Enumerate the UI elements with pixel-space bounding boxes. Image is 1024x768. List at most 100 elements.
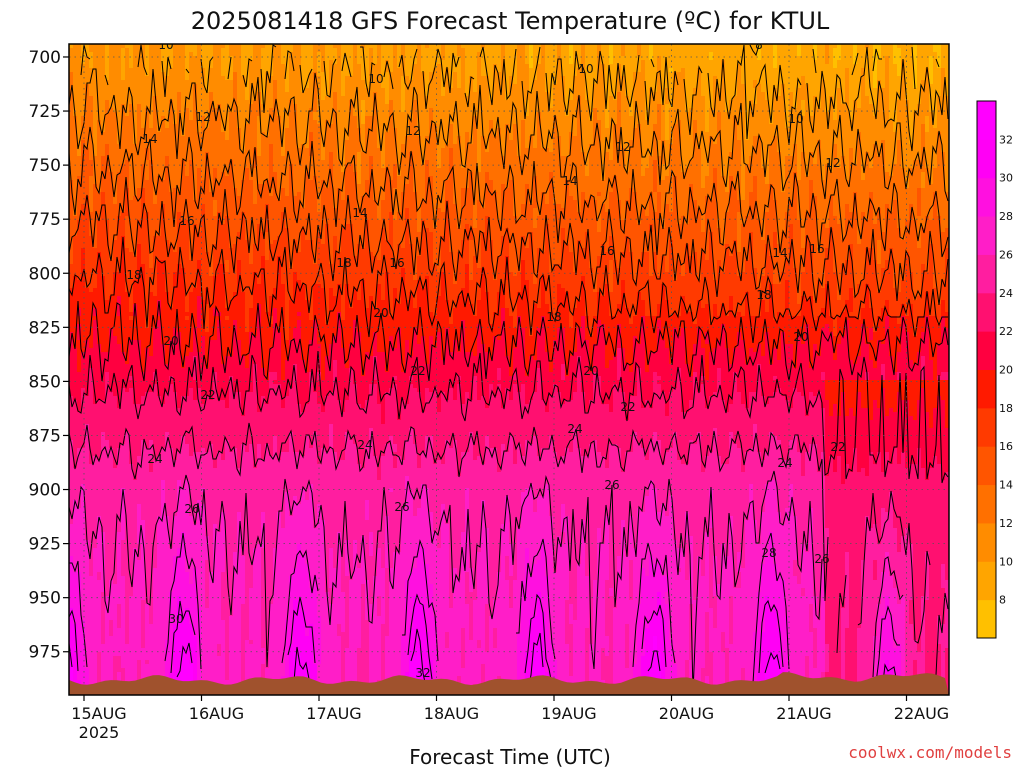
heatmap-cell (137, 128, 142, 133)
heatmap-cell (557, 112, 562, 117)
heatmap-cell (245, 44, 250, 49)
heatmap-cell (929, 116, 934, 121)
heatmap-cell (261, 124, 266, 129)
heatmap-cell (233, 44, 238, 49)
heatmap-cell (625, 104, 630, 109)
heatmap-cell (441, 60, 446, 65)
heatmap-cell (165, 108, 170, 113)
heatmap-cell (417, 68, 422, 73)
heatmap-cell (829, 56, 834, 61)
heatmap-cell (361, 104, 366, 109)
heatmap-cell (605, 72, 610, 77)
heatmap-cell (481, 56, 486, 61)
heatmap-cell (861, 116, 866, 121)
heatmap-cell (781, 56, 786, 61)
heatmap-cell (245, 96, 250, 101)
heatmap-cell (73, 84, 78, 89)
heatmap-cell (661, 124, 666, 129)
heatmap-cell (861, 104, 866, 109)
heatmap-cell (429, 96, 434, 101)
heatmap-cell (765, 80, 770, 85)
heatmap-cell (861, 44, 866, 49)
heatmap-cell (637, 104, 642, 109)
heatmap-cell (717, 72, 722, 77)
heatmap-cell (701, 52, 706, 57)
heatmap-cell (289, 80, 294, 85)
heatmap-cell (125, 84, 130, 89)
heatmap-cell (413, 84, 418, 89)
heatmap-cell (885, 68, 890, 73)
heatmap-cell (233, 116, 238, 121)
heatmap-cell (745, 116, 750, 121)
heatmap-cell (869, 116, 874, 121)
heatmap-cell (733, 96, 738, 101)
heatmap-cell (533, 76, 538, 81)
heatmap-cell (85, 44, 90, 49)
heatmap-cell (137, 124, 142, 129)
heatmap-cell (941, 48, 946, 53)
heatmap-cell (165, 96, 170, 101)
heatmap-cell (197, 44, 202, 49)
heatmap-cell (425, 56, 430, 61)
heatmap-cell (841, 52, 846, 57)
heatmap-cell (681, 68, 686, 73)
heatmap-cell (889, 44, 894, 49)
heatmap-cell (909, 92, 914, 97)
heatmap-cell (293, 100, 298, 105)
heatmap-cell (345, 72, 350, 77)
heatmap-cell (837, 96, 842, 101)
heatmap-cell (365, 96, 370, 101)
heatmap-cell (429, 76, 434, 81)
heatmap-cell (573, 68, 578, 73)
heatmap-cell (757, 44, 762, 49)
heatmap-cell (801, 100, 806, 105)
heatmap-cell (165, 92, 170, 97)
heatmap-cell (689, 56, 694, 61)
heatmap-cell (705, 92, 710, 97)
heatmap-cell (577, 48, 582, 53)
heatmap-cell (805, 96, 810, 101)
heatmap-cell (301, 108, 306, 113)
heatmap-cell (825, 104, 830, 109)
heatmap-cell (189, 96, 194, 101)
heatmap-cell (569, 52, 574, 57)
heatmap-cell (193, 100, 198, 105)
heatmap-cell (117, 52, 122, 57)
heatmap-cell (921, 60, 926, 65)
heatmap-cell (209, 84, 214, 89)
heatmap-cell (841, 88, 846, 93)
heatmap-cell (185, 88, 190, 93)
heatmap-cell (337, 60, 342, 65)
heatmap-cell (689, 100, 694, 105)
heatmap-cell (101, 48, 106, 53)
heatmap-cell (573, 84, 578, 89)
heatmap-cell (721, 96, 726, 101)
heatmap-cell (113, 80, 118, 85)
heatmap-cell (101, 44, 106, 49)
heatmap-cell (429, 88, 434, 93)
heatmap-cell (349, 92, 354, 97)
heatmap-cell (157, 88, 162, 93)
heatmap-cell (397, 52, 402, 57)
heatmap-cell (813, 48, 818, 53)
heatmap-cell (797, 72, 802, 77)
heatmap-cell (777, 60, 782, 65)
heatmap-cell (601, 100, 606, 105)
heatmap-cell (97, 64, 102, 69)
heatmap-cell (481, 108, 486, 113)
heatmap-cell (693, 80, 698, 85)
heatmap-cell (505, 52, 510, 57)
heatmap-cell (689, 76, 694, 81)
heatmap-cell (513, 72, 518, 77)
heatmap-cell (673, 60, 678, 65)
heatmap-cell (405, 108, 410, 113)
heatmap-cell (417, 108, 422, 113)
heatmap-cell (601, 80, 606, 85)
heatmap-cell (73, 60, 78, 65)
heatmap-cell (649, 112, 654, 117)
heatmap-cell (725, 84, 730, 89)
heatmap-cell (129, 76, 134, 81)
heatmap-cell (913, 92, 918, 97)
heatmap-cell (777, 84, 782, 89)
heatmap-cell (585, 116, 590, 121)
